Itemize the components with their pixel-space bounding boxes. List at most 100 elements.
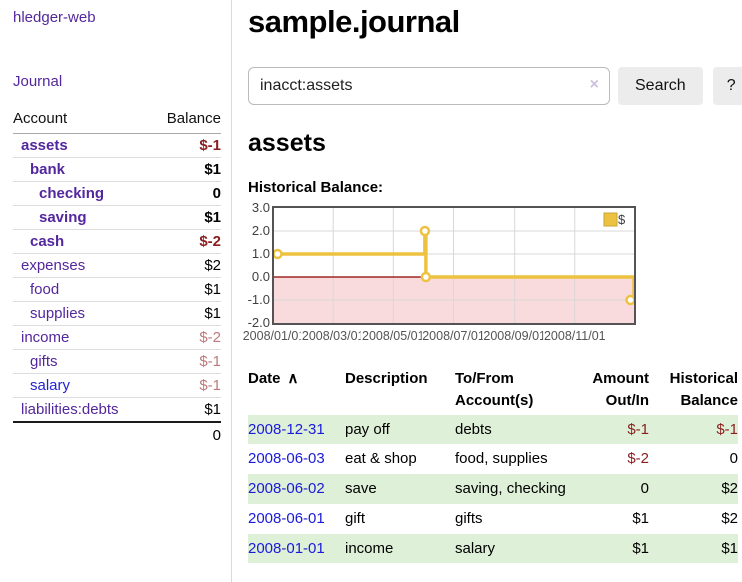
accounts-total-value: 0 [150, 421, 221, 448]
accounts-header-account: Account [13, 107, 151, 134]
account-title: assets [248, 129, 326, 157]
data-point-marker [420, 271, 432, 283]
register-row: 2008-01-01 income salary $1 $1 [248, 533, 738, 564]
account-balance: $-1 [150, 373, 221, 398]
account-link-gifts[interactable]: gifts [30, 353, 58, 370]
account-row: liabilities:debts $1 [13, 397, 221, 423]
transaction-date-link[interactable]: 2008-12-31 [248, 420, 325, 438]
account-link-cash[interactable]: cash [30, 233, 65, 250]
account-link-liabilities-debts[interactable]: liabilities:debts [21, 401, 119, 418]
y-axis-tick-label: -2.0 [247, 315, 270, 330]
transaction-historical-balance: $2 [721, 480, 738, 497]
transaction-amount: 0 [640, 480, 649, 497]
account-row: income $-2 [13, 325, 221, 350]
transaction-date-link[interactable]: 2008-01-01 [248, 539, 325, 557]
transaction-description: income [345, 539, 394, 557]
transaction-description: gift [345, 509, 366, 527]
register-header-date[interactable]: Date ∧ [248, 365, 345, 415]
transaction-accounts: saving, checking [455, 480, 566, 497]
account-balance: $1 [150, 157, 221, 182]
account-balance: $1 [150, 277, 221, 302]
accounts-header-balance: Balance [150, 107, 221, 134]
transaction-amount: $1 [632, 539, 649, 557]
historical-balance-chart: 3.0 2.0 1.0 0.0 -1.0 -2.0 2008/01/01 2008/03/01… [241, 200, 742, 348]
transaction-historical-balance: $2 [721, 509, 738, 527]
transaction-description: pay off [345, 420, 390, 438]
page-title: sample.journal [248, 4, 460, 39]
account-link-saving[interactable]: saving [39, 209, 87, 226]
transaction-accounts: salary [455, 539, 496, 557]
transaction-description: save [345, 480, 377, 497]
account-balance: 0 [150, 181, 221, 206]
help-button[interactable]: ? [712, 67, 742, 105]
chart-plot-area: $ [272, 206, 636, 325]
account-balance: $1 [150, 397, 221, 423]
chart-canvas: $ [274, 208, 634, 323]
account-link-supplies[interactable]: supplies [30, 305, 86, 322]
date-header-label: Date [248, 370, 281, 387]
account-row: checking 0 [13, 181, 221, 206]
y-axis-tick-label: 3.0 [251, 200, 270, 215]
transaction-amount: $-1 [627, 420, 649, 438]
x-axis-tick-label: 2008/01/01 [241, 329, 307, 343]
chart-title: Historical Balance: [248, 179, 384, 196]
x-axis-tick-label: 2008/09/01 [482, 329, 547, 343]
register-table: Date ∧ Description To/From Account(s) Amo… [248, 365, 738, 564]
transaction-date-link[interactable]: 2008-06-01 [248, 509, 325, 527]
register-header-description: Description [345, 370, 428, 387]
account-row: saving $1 [13, 205, 221, 230]
transaction-accounts: debts [455, 420, 492, 438]
account-balance: $1 [150, 205, 221, 230]
register-header-row: Date ∧ Description To/From Account(s) Amo… [248, 365, 738, 415]
sort-ascending-icon: ∧ [287, 370, 299, 387]
transaction-description: eat & shop [345, 450, 417, 468]
account-link-food[interactable]: food [30, 281, 60, 298]
register-row: 2008-06-02 save saving, checking 0 $2 [248, 474, 738, 504]
search-button[interactable]: Search [618, 67, 703, 105]
transaction-historical-balance: 0 [729, 450, 738, 468]
register-row: 2008-06-03 eat & shop food, supplies $-2… [248, 444, 738, 474]
x-axis-tick-label: 2008/11/01 [542, 329, 607, 343]
search-form: × Search ? [248, 67, 742, 105]
register-header-accounts: To/From Account(s) [455, 370, 534, 409]
account-link-assets[interactable]: assets [21, 137, 68, 154]
account-balance: $-1 [150, 133, 221, 158]
account-link-salary[interactable]: salary [30, 377, 71, 394]
app-title-link[interactable]: hledger-web [13, 9, 96, 26]
account-balance: $-1 [150, 349, 221, 374]
x-axis-tick-label: 2008/07/01 [421, 329, 486, 343]
sidebar-item-journal[interactable]: Journal [13, 73, 63, 90]
transaction-amount: $-2 [627, 450, 649, 468]
account-link-bank[interactable]: bank [30, 161, 66, 178]
accounts-table: Account Balance assets $-1 bank $1 checkin… [13, 107, 221, 448]
search-input[interactable] [248, 67, 610, 105]
x-axis-tick-label: 2008/05/01 [361, 329, 426, 343]
account-link-checking[interactable]: checking [39, 185, 105, 202]
transaction-accounts: gifts [455, 509, 483, 527]
account-row: food $1 [13, 277, 221, 302]
account-link-income[interactable]: income [21, 329, 70, 346]
x-axis-tick-label: 2008/03/01 [300, 329, 366, 343]
data-point-marker [274, 248, 283, 260]
data-point-marker [625, 294, 634, 306]
y-axis-tick-label: 1.0 [251, 246, 270, 261]
account-link-expenses[interactable]: expenses [21, 257, 86, 274]
account-row: salary $-1 [13, 373, 221, 398]
clear-search-icon[interactable]: × [589, 76, 599, 93]
register-row: 2008-12-31 pay off debts $-1 $-1 [248, 414, 738, 445]
y-axis-tick-label: -1.0 [247, 292, 270, 307]
transaction-amount: $1 [632, 509, 649, 527]
transaction-date-link[interactable]: 2008-06-02 [248, 480, 325, 497]
account-row: bank $1 [13, 157, 221, 182]
search-input-wrap: × [248, 67, 610, 105]
register-row: 2008-06-01 gift gifts $1 $2 [248, 504, 738, 534]
account-balance: $-2 [150, 325, 221, 350]
transaction-date-link[interactable]: 2008-06-03 [248, 450, 325, 468]
register-header-historical: Historical Balance [669, 370, 738, 409]
account-balance: $2 [150, 253, 221, 278]
account-row: expenses $2 [13, 253, 221, 278]
y-axis-tick-label: 0.0 [251, 269, 270, 284]
account-balance: $-2 [150, 229, 221, 254]
account-row: assets $-1 [13, 133, 221, 158]
legend-label: $ [618, 212, 626, 227]
